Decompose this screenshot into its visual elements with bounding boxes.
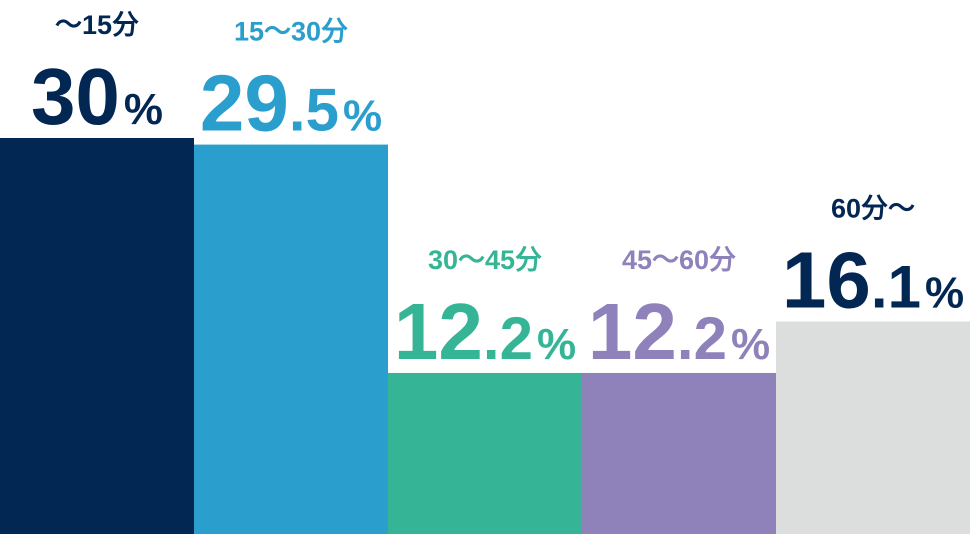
bar-5 (776, 321, 970, 534)
bar-4 (582, 372, 776, 534)
value-label-2: 29.5% (200, 59, 382, 148)
value-label-1: 30% (31, 52, 163, 141)
value-label-5: 16.1% (782, 235, 964, 324)
category-label-3: 30～45分 (428, 245, 542, 275)
category-label-1: ～15分 (55, 10, 139, 40)
category-label-5: 60分～ (831, 193, 915, 223)
bar-2 (194, 144, 388, 534)
category-label-4: 45～60分 (622, 245, 736, 275)
bar-3 (388, 372, 582, 534)
category-label-2: 15～30分 (234, 17, 348, 47)
value-label-3: 12.2% (394, 287, 576, 376)
bar-1 (0, 138, 194, 534)
value-label-4: 12.2% (588, 287, 770, 376)
